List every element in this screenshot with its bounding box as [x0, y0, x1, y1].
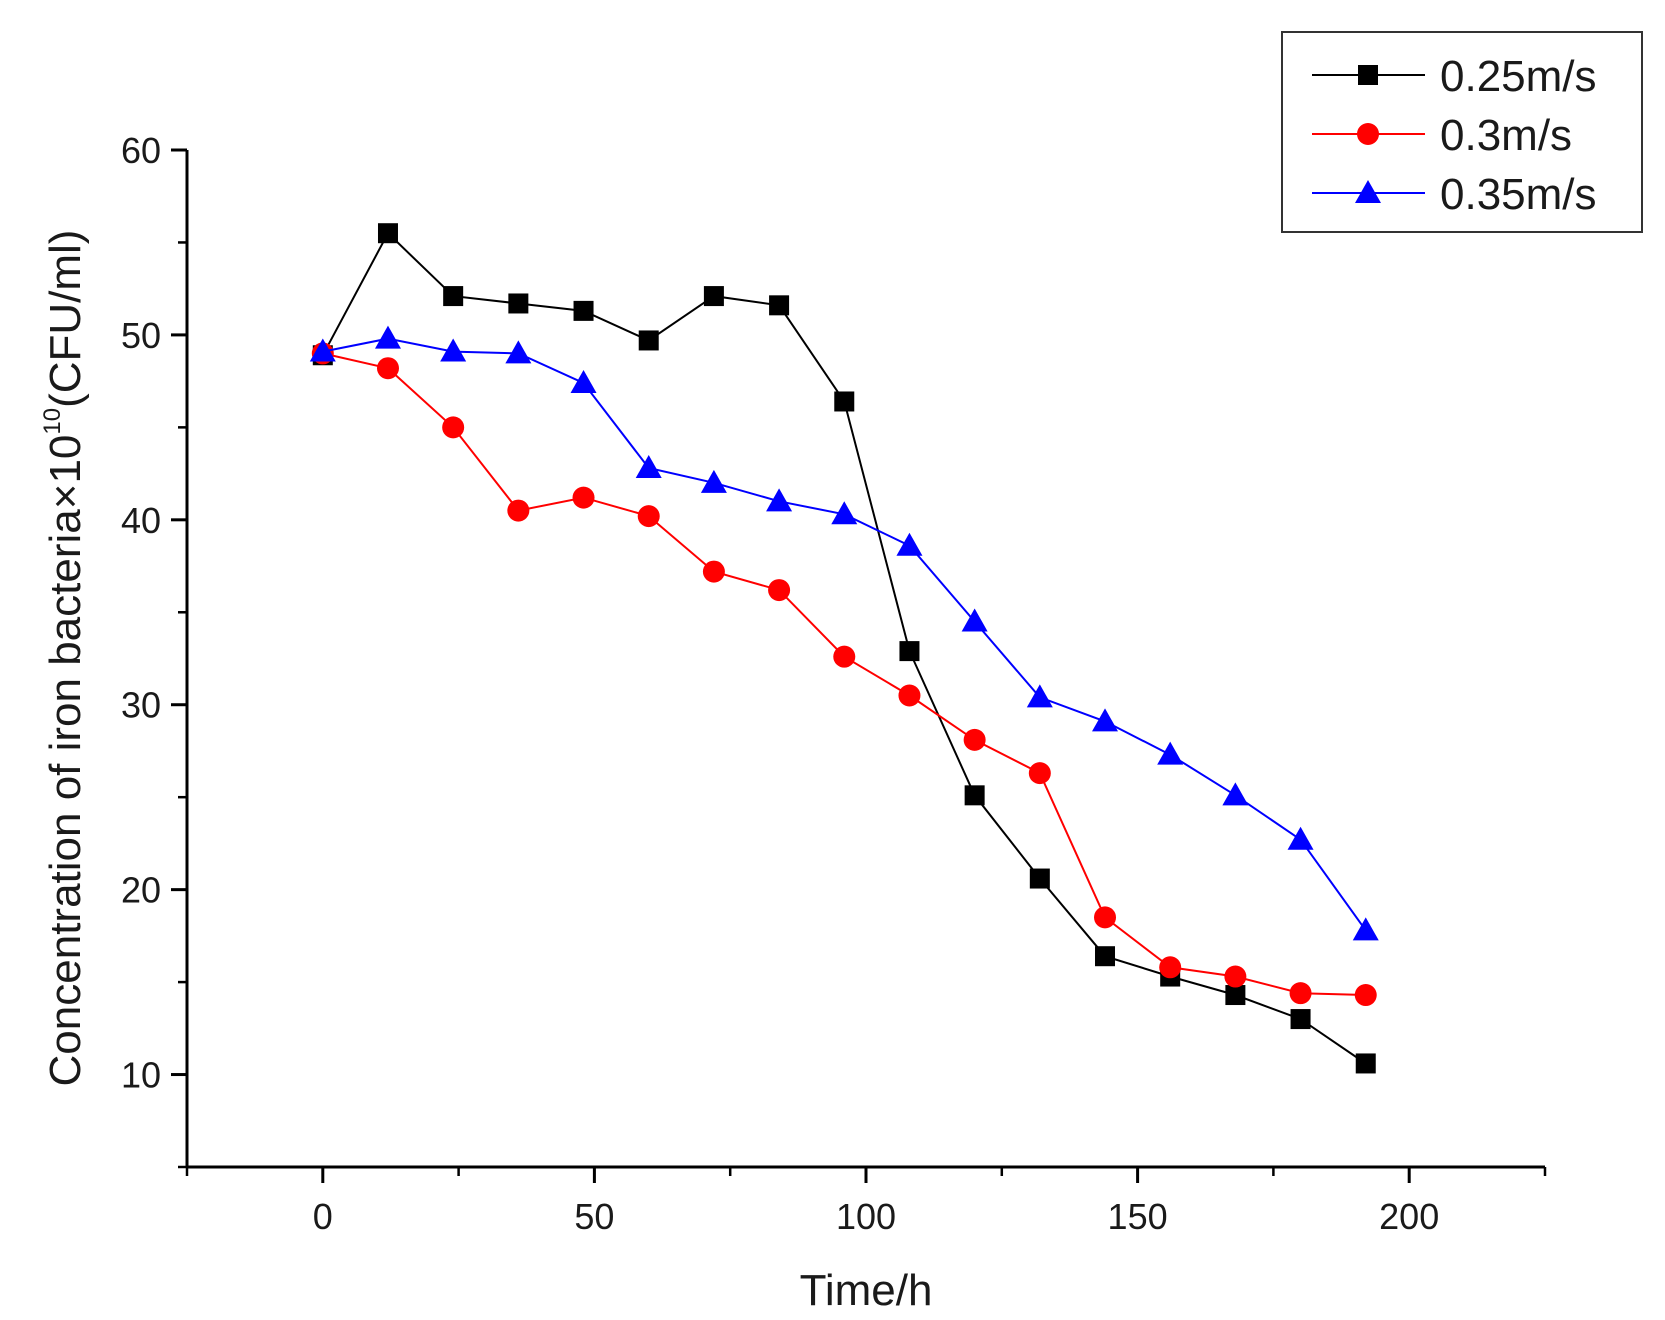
series-0.25m/s [312, 223, 1376, 1074]
data-point [1354, 984, 1377, 1007]
data-point [374, 325, 401, 349]
data-point [443, 286, 464, 307]
data-point [1094, 906, 1117, 929]
x-axis-title: Time/h [800, 1266, 933, 1315]
data-point [1224, 965, 1247, 988]
x-tick-label: 50 [574, 1196, 614, 1237]
legend-marker [1355, 180, 1381, 203]
x-tick-label: 100 [836, 1196, 896, 1237]
y-axis-title: Concentration of iron bacteria×1010(CFU/… [39, 230, 90, 1087]
data-point [1287, 826, 1314, 850]
y-tick-label: 40 [121, 500, 161, 541]
data-point [1029, 868, 1050, 889]
data-point [964, 785, 985, 806]
data-point [1222, 782, 1249, 806]
legend-marker [1358, 65, 1378, 85]
data-point [1290, 1009, 1311, 1030]
data-point [1225, 985, 1246, 1006]
data-point [309, 338, 336, 362]
data-point [1095, 946, 1116, 967]
data-point [963, 728, 986, 751]
data-point [831, 501, 858, 525]
data-point [442, 416, 465, 439]
series-layer [309, 223, 1379, 1074]
data-point [505, 340, 532, 364]
data-point [899, 641, 920, 662]
y-tick-label: 50 [121, 315, 161, 356]
series-line [322, 337, 1367, 931]
axes [185, 150, 1545, 1169]
data-point [573, 300, 594, 321]
series-line [322, 352, 1366, 996]
y-axis-title-prefix: Concentration of iron bacteria×10 [41, 435, 90, 1087]
legend-label: 0.35m/s [1440, 170, 1597, 219]
data-point [635, 455, 662, 479]
y-tick-label: 10 [121, 1055, 161, 1096]
series-0.35m/s [309, 325, 1379, 941]
data-point [377, 223, 398, 244]
y-axis-title-exponent: 10 [39, 408, 66, 435]
data-point [700, 469, 727, 493]
data-point [507, 499, 530, 522]
data-point [1026, 684, 1053, 708]
data-point [1028, 762, 1051, 785]
data-point [702, 560, 725, 583]
data-point [508, 293, 529, 314]
data-point [1159, 956, 1182, 979]
data-point [1092, 708, 1119, 732]
legend: 0.25m/s 0.3m/s 0.35m/s [1281, 31, 1643, 233]
data-point [833, 645, 856, 668]
legend-marker [1357, 123, 1379, 145]
y-axis-title-suffix: (CFU/ml) [41, 230, 90, 408]
data-point [961, 608, 988, 632]
data-point [896, 532, 923, 556]
data-point [703, 286, 724, 307]
y-tick-label: 20 [121, 870, 161, 911]
data-point [638, 330, 659, 351]
data-point [834, 391, 855, 412]
data-point [376, 357, 399, 380]
x-ticks: 0 50 100 150 200 [185, 1167, 1547, 1237]
y-tick-label: 60 [121, 130, 161, 171]
data-point [572, 486, 595, 509]
data-point [570, 369, 597, 393]
data-point [1355, 1053, 1376, 1074]
data-point [1289, 982, 1312, 1005]
data-point [768, 579, 791, 602]
y-ticks: 10 20 30 40 50 60 [121, 130, 187, 1169]
legend-label: 0.3m/s [1440, 111, 1572, 160]
y-tick-label: 30 [121, 685, 161, 726]
x-tick-label: 150 [1108, 1196, 1168, 1237]
series-0.3m/s [311, 342, 1377, 1007]
data-point [1352, 917, 1379, 941]
legend-box [1281, 31, 1643, 233]
data-point [440, 338, 467, 362]
data-point [766, 488, 793, 512]
data-point [769, 295, 790, 316]
data-point [1157, 741, 1184, 765]
x-tick-label: 0 [313, 1196, 333, 1237]
legend-label: 0.25m/s [1440, 52, 1597, 101]
data-point [898, 684, 921, 707]
data-point [637, 505, 660, 528]
x-tick-label: 200 [1379, 1196, 1439, 1237]
